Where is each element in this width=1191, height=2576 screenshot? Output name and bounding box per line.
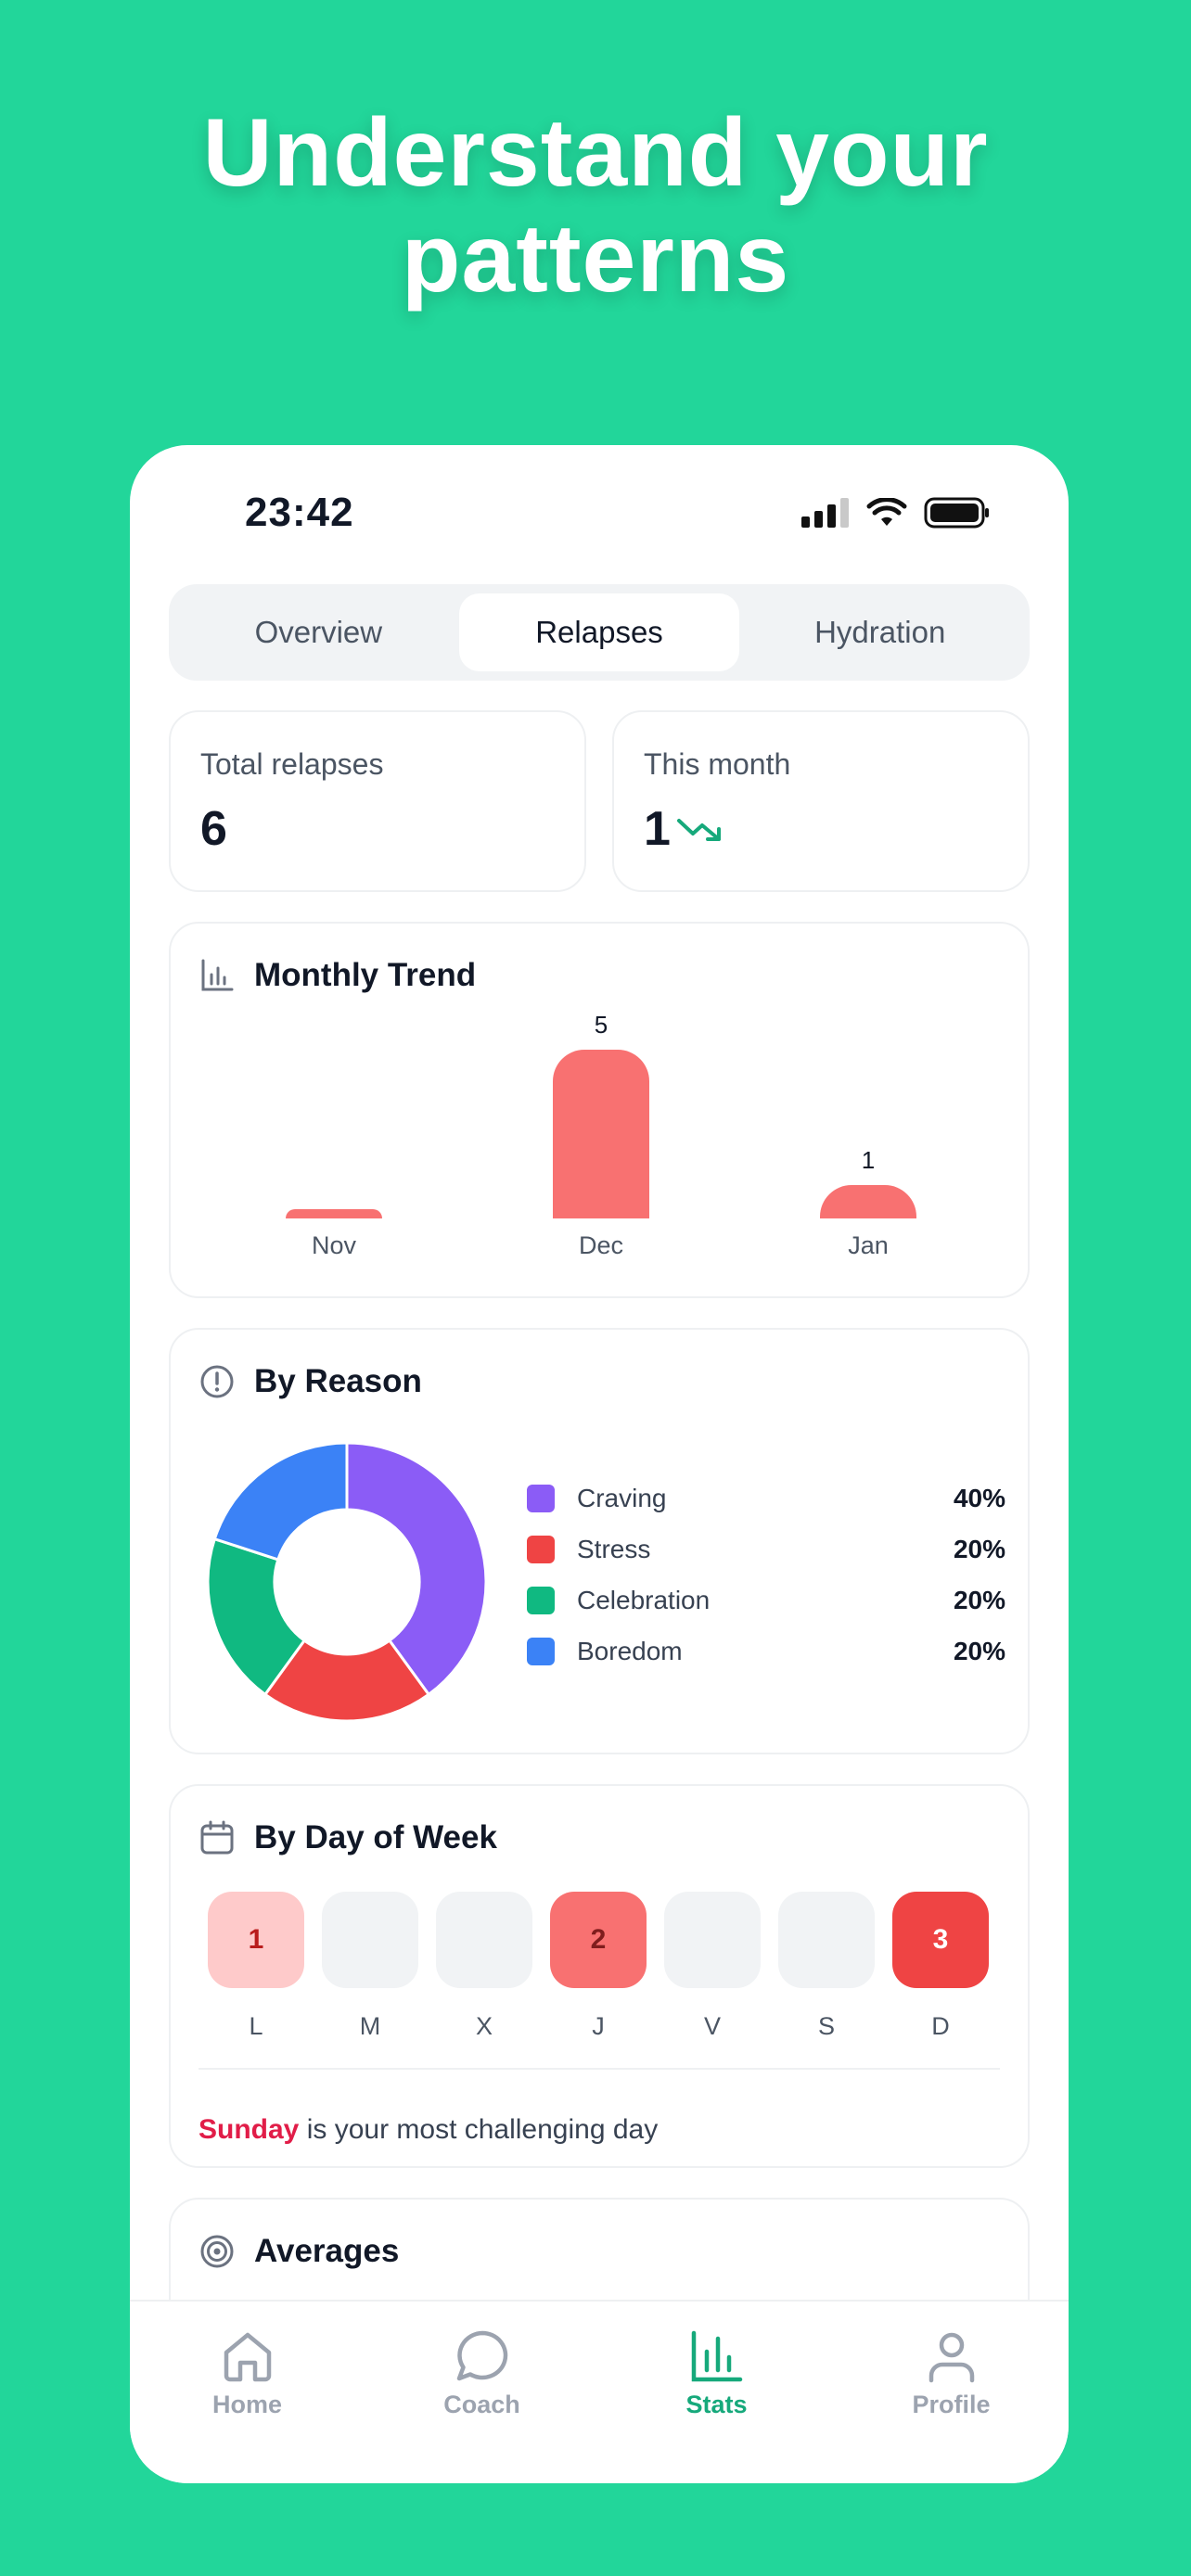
legend-label: Craving [577, 1484, 667, 1512]
bottom-tab-bar: Home Coach Stats Profile [130, 2300, 1069, 2483]
tab-coach-label: Coach [443, 2391, 520, 2418]
total-relapses-card: Total relapses 6 [169, 710, 586, 892]
tab-stats-label: Stats [685, 2391, 748, 2418]
day-cell-d: 3 [892, 1892, 989, 1988]
tab-profile-label: Profile [912, 2391, 991, 2418]
insight-text: is your most challenging day [299, 2114, 659, 2145]
person-icon [928, 2332, 974, 2383]
phone-screen: 23:42 Overview Relapses Hydration [130, 445, 1069, 2483]
total-relapses-value: 6 [200, 802, 227, 856]
legend-percent: 20% [953, 1637, 1005, 1665]
day-cell-s [778, 1892, 875, 1988]
day-label-m: M [359, 2012, 381, 2040]
chat-bubble-icon [456, 2330, 507, 2381]
trend-category-nov: Nov [311, 1231, 356, 1259]
legend-item-stress: Stress 20% [527, 1531, 1005, 1568]
this-month-value: 1 [644, 802, 671, 856]
headline-line-2: patterns [401, 205, 790, 312]
by-reason-title: By Reason [254, 1363, 422, 1399]
trend-bar-value-dec: 5 [594, 1011, 608, 1039]
legend-swatch [527, 1485, 555, 1512]
tab-overview[interactable]: Overview [254, 615, 383, 649]
headline-line-1: Understand your [202, 99, 989, 207]
this-month-value-row: 1 [644, 801, 724, 857]
total-relapses-value-row: 6 [200, 801, 227, 857]
legend-swatch [527, 1536, 555, 1563]
tab-home[interactable]: Home [130, 2327, 365, 2483]
segmented-control: Overview Relapses Hydration [169, 584, 1030, 681]
legend-item-craving: Craving 40% [527, 1480, 1005, 1517]
legend-percent: 40% [953, 1484, 1005, 1512]
legend-item-celebration: Celebration 20% [527, 1582, 1005, 1619]
tab-hydration[interactable]: Hydration [814, 615, 946, 649]
trend-category-jan: Jan [848, 1231, 889, 1259]
headline: Understand your patterns [0, 100, 1191, 312]
day-cell-m [322, 1892, 418, 1988]
tab-stats[interactable]: Stats [599, 2327, 834, 2483]
home-icon [224, 2332, 271, 2382]
donut-slice-boredom [212, 1441, 349, 1562]
legend-label: Boredom [577, 1637, 683, 1665]
tab-home-label: Home [211, 2391, 282, 2418]
trend-bar-nov [286, 1209, 382, 1218]
cellular-signal-icon [801, 498, 849, 528]
legend-swatch [527, 1587, 555, 1614]
day-label-v: V [703, 2012, 721, 2040]
averages-title: Averages [254, 2233, 400, 2269]
donut-slice-craving [345, 1441, 488, 1697]
tab-profile[interactable]: Profile [834, 2327, 1069, 2483]
status-icons [801, 497, 991, 529]
insight-day-highlight: Sunday [198, 2114, 300, 2145]
this-month-label: This month [644, 747, 791, 781]
calendar-icon [200, 1820, 234, 1855]
day-cell-l: 1 [208, 1892, 304, 1988]
legend-label: Stress [577, 1535, 651, 1563]
day-label-x: X [475, 2012, 493, 2040]
monthly-trend-title: Monthly Trend [254, 957, 477, 993]
tab-coach[interactable]: Coach [365, 2327, 599, 2483]
legend-label: Celebration [577, 1586, 711, 1614]
donut-slice-celebration [206, 1537, 307, 1697]
day-label-l: L [249, 2012, 263, 2040]
trend-bar-dec [553, 1050, 649, 1218]
status-time: 23:42 [245, 490, 354, 535]
day-label-j: J [592, 2012, 605, 2040]
alert-circle-icon [200, 1365, 234, 1398]
day-cell-v [664, 1892, 761, 1988]
status-bar: 23:42 [130, 445, 1069, 566]
trend-category-dec: Dec [578, 1231, 623, 1259]
by-day-card: By Day of Week 1 L M X 2 J V S 3 D Sunday is your… [169, 1784, 1030, 2168]
day-label-d: D [931, 2012, 950, 2040]
trend-bar-jan [820, 1184, 916, 1218]
day-label-s: S [817, 2012, 835, 2040]
divider [198, 2068, 1000, 2070]
trending-down-icon [676, 819, 721, 841]
reason-donut-chart [206, 1441, 488, 1723]
bar-chart-icon [691, 2330, 742, 2382]
legend-swatch [527, 1638, 555, 1665]
this-month-card: This month 1 [612, 710, 1030, 892]
legend-item-boredom: Boredom 20% [527, 1633, 1005, 1670]
legend-percent: 20% [953, 1586, 1005, 1614]
trend-bar-value-jan: 1 [861, 1145, 876, 1174]
battery-icon [924, 497, 989, 529]
tab-relapses[interactable]: Relapses [458, 593, 740, 671]
legend-percent: 20% [953, 1535, 1005, 1563]
wifi-icon [866, 498, 907, 526]
bar-chart-icon [201, 959, 234, 991]
challenging-day-insight: Sunday is your most challenging day [198, 2114, 658, 2146]
monthly-trend-card: Monthly Trend Nov 5 Dec 1 Jan [169, 922, 1030, 1298]
target-icon [200, 2235, 234, 2268]
total-relapses-label: Total relapses [200, 747, 384, 781]
by-reason-card: By Reason Craving 40% Stress 20% Celebration… [169, 1328, 1030, 1754]
donut-slice-stress [263, 1639, 431, 1723]
by-day-title: By Day of Week [254, 1819, 497, 1855]
day-cell-j: 2 [550, 1892, 647, 1988]
day-cell-x [436, 1892, 532, 1988]
